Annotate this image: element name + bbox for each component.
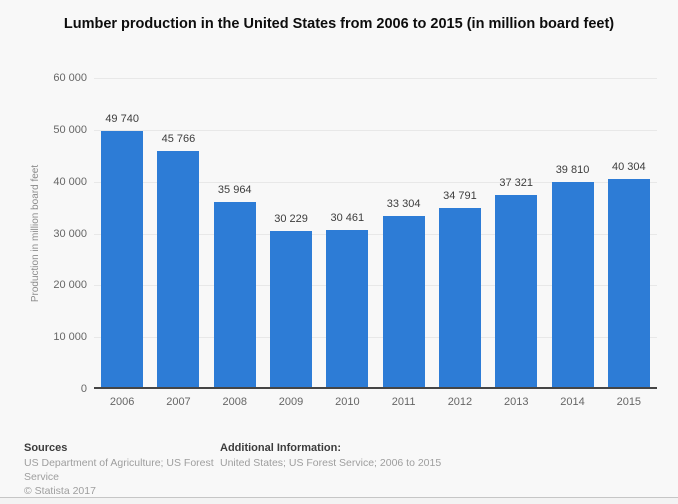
bar-2009[interactable] [270, 231, 313, 387]
y-tick-label: 30 000 [53, 227, 87, 240]
footer-additional-info: Additional Information: United States; U… [220, 442, 654, 498]
y-tick-label: 0 [80, 383, 87, 395]
bar-value-label-2010: 30 461 [330, 212, 365, 225]
bar-value-label-2007: 45 766 [161, 133, 196, 146]
y-tick-label: 60 000 [53, 72, 87, 84]
bar-slot-2013: 37 321 [488, 78, 544, 387]
bar-2008[interactable] [213, 201, 256, 387]
bar-2015[interactable] [607, 179, 650, 387]
bar-value-label-2013: 37 321 [499, 176, 534, 189]
plot-area: 49 740 45 766 35 964 30 229 30 461 33 304 34 7… [94, 78, 657, 389]
bar-slot-2010: 30 461 [319, 78, 375, 387]
sources-text: US Department of Agriculture; US Forest … [24, 457, 214, 483]
x-tick-label-2011: 2011 [391, 396, 416, 408]
gridline [94, 78, 657, 79]
bar-2006[interactable] [101, 130, 144, 387]
bar-slot-2009: 30 229 [263, 78, 319, 387]
bar-slot-2015: 40 304 [601, 78, 657, 387]
bar-value-label-2008: 35 964 [217, 183, 252, 196]
gridline [94, 337, 657, 339]
gridline [94, 129, 657, 131]
bar-2010[interactable] [326, 230, 369, 387]
x-tick-label-2007: 2007 [166, 396, 191, 408]
gridline [94, 285, 657, 287]
bar-value-label-2015: 40 304 [611, 161, 646, 174]
bar-2011[interactable] [382, 215, 425, 387]
bar-2007[interactable] [157, 151, 200, 387]
x-tick-label-2013: 2013 [503, 396, 529, 408]
additional-info-heading: Additional Information: [220, 442, 341, 454]
x-tick-label-2008: 2008 [222, 396, 247, 408]
bar-slot-2007: 45 766 [150, 78, 206, 387]
additional-info-text: United States; US Forest Service; 2006 t… [220, 457, 442, 469]
bar-value-label-2011: 33 304 [386, 197, 421, 210]
bottom-divider [0, 497, 678, 498]
footer: Sources US Department of Agriculture; US… [24, 442, 654, 498]
bar-slot-2011: 33 304 [375, 78, 431, 387]
x-tick-label-2014: 2014 [560, 396, 585, 408]
bar-value-label-2012: 34 791 [443, 189, 477, 202]
bar-slot-2014: 39 810 [544, 78, 600, 387]
bar-2013[interactable] [495, 194, 538, 387]
footer-sources: Sources US Department of Agriculture; US… [24, 442, 220, 498]
statista-copyright: © Statista 2017 [24, 485, 96, 497]
bar-value-label-2014: 39 810 [555, 163, 590, 176]
sources-heading: Sources [24, 442, 68, 454]
bar-slot-2008: 35 964 [207, 78, 263, 387]
x-tick-label-2009: 2009 [278, 396, 304, 408]
x-tick-label-2012: 2012 [447, 396, 473, 408]
gridline [94, 233, 657, 235]
bar-slot-2012: 34 791 [432, 78, 488, 387]
chart-title: Lumber production in the United States f… [63, 16, 615, 32]
bar-slot-2006: 49 740 [94, 78, 150, 387]
gridline [94, 181, 657, 183]
bar-value-label-2009: 30 229 [274, 213, 308, 226]
bar-2014[interactable] [551, 181, 594, 387]
x-axis-labels: 2006 2007 2008 2009 2010 2011 2012 2013 2014 2015 [94, 396, 657, 408]
bottom-strip [0, 498, 678, 504]
y-axis-tick-labels: 0 10 000 20 000 30 000 40 000 50 000 60 000 [0, 72, 87, 395]
y-tick-label: 50 000 [53, 123, 87, 136]
bar-value-label-2006: 49 740 [105, 112, 139, 125]
y-tick-label: 20 000 [53, 279, 87, 292]
bars-row: 49 740 45 766 35 964 30 229 30 461 33 304 34 7… [94, 78, 657, 387]
y-tick-label: 10 000 [53, 331, 87, 344]
x-tick-label-2006: 2006 [109, 396, 135, 408]
x-tick-label-2010: 2010 [335, 396, 360, 408]
bar-2012[interactable] [438, 207, 481, 387]
x-tick-label-2015: 2015 [616, 396, 642, 408]
y-tick-label: 40 000 [53, 175, 87, 188]
